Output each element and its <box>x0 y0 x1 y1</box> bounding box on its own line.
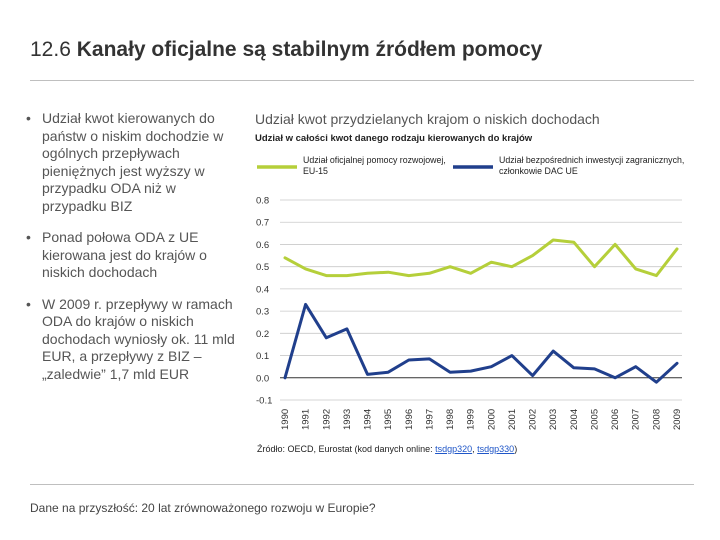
x-tick-label: 1999 <box>466 409 477 430</box>
slide-title: 12.6 Kanały oficjalne są stabilnym źródł… <box>30 38 700 62</box>
x-axis-ticks: 1990 1991 1992 1993 1994 1995 1996 1997 1998 1999… <box>280 409 683 430</box>
y-axis-ticks: 0.8 0.7 0.6 0.5 0.4 0.3 0.2 0.1 0.0 -0.1 <box>256 196 272 407</box>
series-line-oda <box>283 238 679 278</box>
y-tick-label: 0.6 <box>256 240 269 251</box>
title-number: 12.6 <box>30 38 71 61</box>
bullet-marker: • <box>26 110 31 126</box>
bullet-text: Ponad połowa ODA z UE kierowana jest do … <box>42 229 207 280</box>
source-suffix: ) <box>514 444 518 454</box>
x-tick-label: 1996 <box>404 409 415 430</box>
x-tick-label: 1995 <box>383 409 394 430</box>
x-tick-label: 1991 <box>301 409 312 430</box>
y-tick-label: 0.1 <box>256 351 269 362</box>
x-tick-label: 1994 <box>363 409 374 430</box>
x-tick-label: 2002 <box>528 409 539 430</box>
chart-title: Udział kwot przydzielanych krajom o nisk… <box>255 111 600 127</box>
y-tick-label: 0.0 <box>256 373 269 384</box>
x-tick-label: 1990 <box>280 409 291 430</box>
source-link-tsdgp320[interactable]: tsdgp320 <box>435 444 473 454</box>
slide-footer: Dane na przyszłość: 20 lat zrównoważoneg… <box>30 501 376 515</box>
x-tick-label: 2008 <box>651 409 662 430</box>
x-tick-label: 2001 <box>507 409 518 430</box>
source-separator: , <box>472 444 478 454</box>
x-tick-label: 1997 <box>424 409 435 430</box>
legend-label-fdi: Udział bezpośrednich inwestycji zagranic… <box>499 155 684 176</box>
title-text: Kanały oficjalne są stabilnym źródłem po… <box>76 38 543 61</box>
source-link-tsdgp330[interactable]: tsdgp330 <box>477 444 515 454</box>
x-tick-label: 1992 <box>321 409 332 430</box>
bullet-list: • Udział kwot kierowanych do państw o ni… <box>24 110 239 397</box>
x-tick-label: 2006 <box>610 409 621 430</box>
bullet-text: Udział kwot kierowanych do państw o nisk… <box>42 110 224 214</box>
x-tick-label: 2007 <box>631 409 642 430</box>
bullet-marker: • <box>26 295 31 312</box>
x-tick-label: 2000 <box>486 409 497 430</box>
title-divider <box>30 80 694 81</box>
chart-series <box>283 238 679 384</box>
source-prefix: Źródło: OECD, Eurostat (kod danych onlin… <box>257 444 436 454</box>
y-tick-label: 0.2 <box>256 329 269 340</box>
bullet-item: • Ponad połowa ODA z UE kierowana jest d… <box>24 229 239 282</box>
source-note: Źródło: OECD, Eurostat (kod danych onlin… <box>257 444 517 454</box>
x-tick-label: 2009 <box>672 409 683 430</box>
y-tick-label: 0.5 <box>256 262 269 273</box>
x-tick-label: 1993 <box>342 409 353 430</box>
bullet-item: • Udział kwot kierowanych do państw o ni… <box>24 110 239 215</box>
y-tick-label: 0.4 <box>256 284 269 295</box>
footer-divider <box>30 484 694 485</box>
x-tick-label: 2005 <box>589 409 600 430</box>
bullet-text: W 2009 r. przepływy w ramach ODA do kraj… <box>42 295 235 382</box>
chart-subtitle: Udział w całości kwot danego rodzaju kie… <box>255 133 533 144</box>
chart-legend: Udział oficjalnej pomocy rozwojowej, EU-1… <box>257 155 684 176</box>
y-tick-label: -0.1 <box>256 396 272 407</box>
legend-label-oda: Udział oficjalnej pomocy rozwojowej, EU-1… <box>303 155 446 176</box>
x-tick-label: 2003 <box>548 409 559 430</box>
y-tick-label: 0.8 <box>256 196 269 207</box>
x-tick-label: 1998 <box>445 409 456 430</box>
y-tick-label: 0.7 <box>256 218 269 229</box>
bullet-item: • W 2009 r. przepływy w ramach ODA do kr… <box>24 296 239 384</box>
series-line-fdi <box>283 302 679 384</box>
bullet-marker: • <box>26 229 31 245</box>
y-tick-label: 0.3 <box>256 307 269 318</box>
x-tick-label: 2004 <box>569 409 580 430</box>
